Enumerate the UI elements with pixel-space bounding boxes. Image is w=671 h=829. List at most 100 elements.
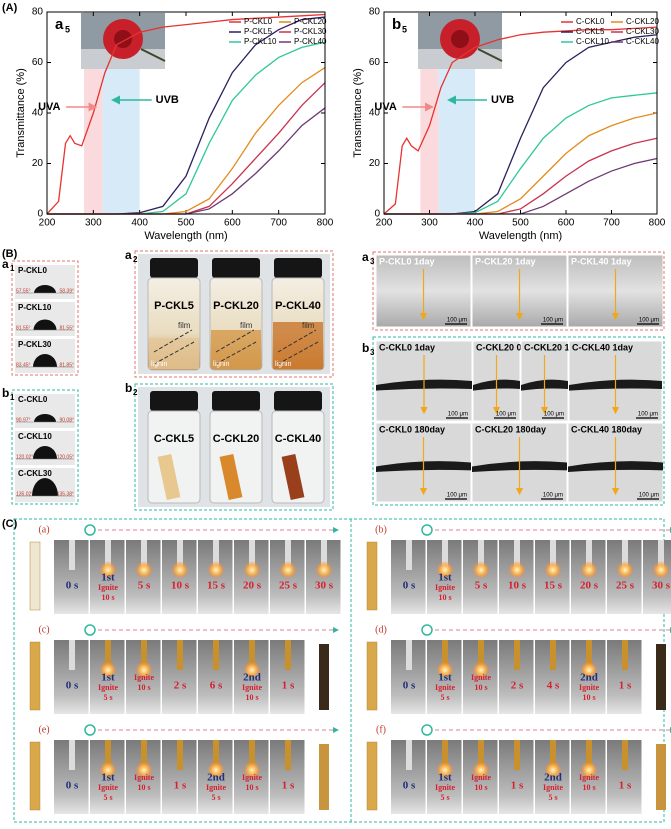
frame-label: 2nd <box>544 772 562 784</box>
subpanel-label-sub: 3 <box>370 257 375 266</box>
lignin-label: lignin <box>275 361 291 368</box>
flame <box>580 761 598 779</box>
burnt-sample <box>319 744 329 810</box>
plot-frame <box>383 11 658 215</box>
flame <box>243 561 261 579</box>
photo-label: C-CKL0 1day <box>379 342 435 352</box>
film-line <box>215 329 255 353</box>
burning-strip <box>406 540 412 570</box>
frame-label: Ignite <box>435 783 455 792</box>
frame-label: 10 s <box>438 593 451 602</box>
flame <box>279 561 297 579</box>
legend-label: C-CKL30 <box>626 27 659 36</box>
flame <box>135 661 153 679</box>
film-line <box>277 329 317 353</box>
angle-label: 83.45° <box>16 362 31 368</box>
dashed-box <box>372 336 665 506</box>
angle-label: 135.02° <box>16 491 33 497</box>
frame-label: 20 s <box>243 580 262 592</box>
frame-label: 15 s <box>207 580 226 592</box>
burnt-sample <box>656 744 666 810</box>
clock-icon <box>421 724 433 736</box>
frame-label: 10 s <box>245 693 258 702</box>
frame-label: 0 s <box>66 680 79 692</box>
droplet <box>34 285 56 293</box>
burning-strip <box>69 540 75 570</box>
clock-icon <box>84 724 96 736</box>
sample-strip <box>29 541 41 611</box>
burning-strip <box>550 540 556 570</box>
flame <box>207 761 225 779</box>
legend-label: C-CKL0 <box>576 17 605 26</box>
frame-label: 10 s <box>101 593 114 602</box>
subpanel-label: (a) <box>38 524 49 535</box>
photo-label: C-CKL20 0day <box>476 342 537 352</box>
photo-label: P-CKL40 1day <box>571 256 632 266</box>
droplet-photo <box>15 265 75 299</box>
flame <box>243 661 261 679</box>
frame-label: 5 s <box>440 693 449 702</box>
frame-label: Ignite <box>435 583 455 592</box>
sample-strip <box>366 741 378 811</box>
subpanel-label-sub: 2 <box>133 388 138 397</box>
lignin-layer <box>149 338 199 369</box>
flame <box>544 761 562 779</box>
frame-label: 1 s <box>619 780 632 792</box>
burning-strip <box>213 540 219 570</box>
x-tick-label: 200 <box>376 218 393 229</box>
burning-strip <box>249 640 255 670</box>
dashed-box <box>11 260 79 376</box>
rose-center <box>451 30 469 48</box>
scale-label: 100 μm <box>448 412 468 418</box>
sample-name: P-CKL10 <box>18 303 52 312</box>
scale-label: 100 μm <box>544 412 564 418</box>
sample-strip <box>29 741 41 811</box>
burning-strip <box>478 740 484 770</box>
subpanel-label: b <box>125 381 132 395</box>
frame-label: 2nd <box>580 672 598 684</box>
sample-name: P-CKL40 <box>275 300 321 312</box>
burning-strip <box>442 540 448 570</box>
burning-strip <box>105 540 111 570</box>
frame-label: 4 s <box>547 680 560 692</box>
burning-strip <box>213 640 219 670</box>
burning-strip <box>177 540 183 570</box>
frame-label: 5 s <box>440 793 449 802</box>
panel-label: (A) <box>2 2 18 14</box>
clock-icon <box>421 624 433 636</box>
sample-name: C-CKL30 <box>18 469 52 478</box>
frame-label: Ignite <box>435 683 455 692</box>
droplet <box>32 478 58 496</box>
film-line <box>277 341 319 365</box>
frame-label: 5 s <box>475 580 488 592</box>
angle-label: 58.39° <box>59 288 74 294</box>
frame-label: Ignite <box>471 773 491 782</box>
frame-label: Ignite <box>98 683 118 692</box>
x-tick-label: 700 <box>270 218 287 229</box>
y-tick-label: 20 <box>32 158 44 169</box>
photo-label: C-CKL0 180day <box>379 424 445 434</box>
x-tick-label: 300 <box>421 218 438 229</box>
clock-icon <box>84 624 96 636</box>
frame-label: 0 s <box>66 580 79 592</box>
droplet-photo <box>15 302 75 336</box>
burning-strip <box>285 540 291 570</box>
droplet <box>33 354 57 367</box>
film-line <box>153 341 195 365</box>
legend-label: C-CKL20 <box>626 17 659 26</box>
frame-label: Ignite <box>242 773 262 782</box>
clock-icon <box>84 524 96 536</box>
subpanel-label: b <box>2 386 9 400</box>
burning-strip <box>141 540 147 570</box>
scale-label: 100 μm <box>543 318 563 324</box>
sample-name: C-CKL20 <box>213 433 259 445</box>
frame-label: Ignite <box>98 583 118 592</box>
sample-strip <box>366 541 378 611</box>
chart-label-sub: 5 <box>65 24 70 34</box>
angle-label: 90.97° <box>16 417 31 423</box>
flame <box>207 561 225 579</box>
subpanel-label: (b) <box>375 524 387 535</box>
frame-label: 0 s <box>403 680 416 692</box>
rose-stem <box>140 48 166 62</box>
photo-label: C-CKL40 180day <box>571 424 642 434</box>
